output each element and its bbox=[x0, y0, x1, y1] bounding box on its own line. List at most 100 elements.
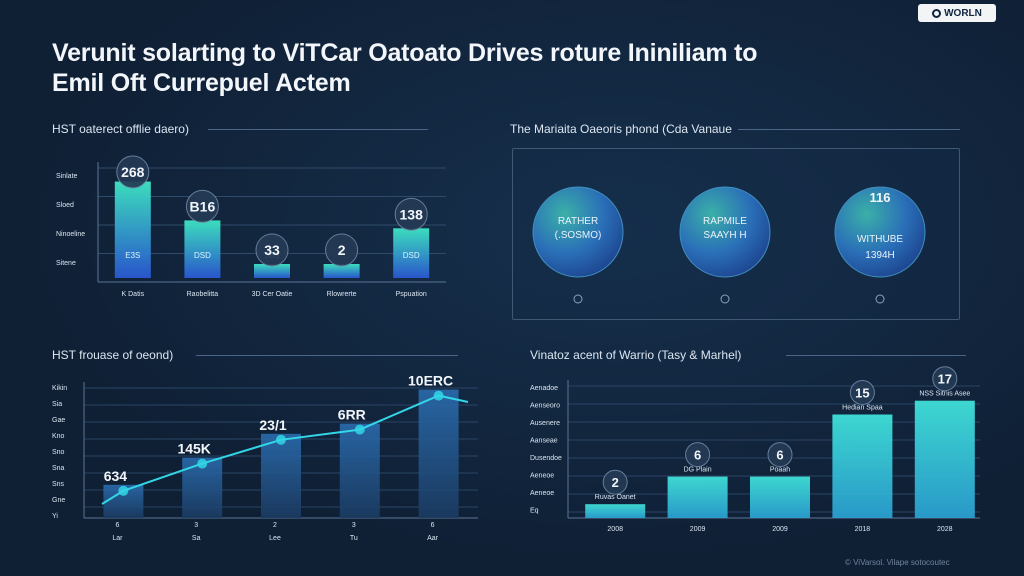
chart3-point bbox=[276, 434, 286, 445]
chart4-bar bbox=[585, 504, 646, 518]
chart2-slice-sublabel: SAAYH H bbox=[703, 230, 746, 241]
chart1-title: HST oaterect offlie daero) bbox=[52, 122, 189, 136]
chart1-x-tick-label: K Datis bbox=[122, 291, 145, 298]
chart4-y-tick-label: Aanseae bbox=[530, 438, 558, 445]
chart4-x-tick-label: 2008 bbox=[607, 526, 623, 533]
chart4-y-tick-label: Aenseoro bbox=[530, 403, 560, 410]
chart1-bar bbox=[254, 264, 290, 278]
chart4-title-rule bbox=[786, 355, 966, 356]
chart4-x-tick-label: 2028 bbox=[937, 526, 953, 533]
chart2-top-value: 116 bbox=[870, 190, 891, 205]
chart1-y-tick-label: Sinlate bbox=[56, 173, 78, 180]
chart3-y-tick-label: Sna bbox=[52, 465, 65, 472]
chart4-bar-label: DG Plain bbox=[684, 467, 712, 474]
chart3-point-label: 6RR bbox=[338, 407, 366, 423]
chart3-x-tick-label: Lee bbox=[269, 535, 281, 542]
chart4-x-tick-label: 2009 bbox=[690, 526, 706, 533]
chart3-point-label: 23/1 bbox=[259, 417, 286, 433]
chart4-value-label: 2 bbox=[612, 475, 619, 490]
chart1-y-tick-label: Sitene bbox=[56, 260, 76, 267]
chart3-y-tick-label: Kno bbox=[52, 433, 65, 440]
chart1-bar bbox=[393, 228, 430, 278]
chart4-y-tick-label: Dusendoe bbox=[530, 455, 562, 462]
page-title-line2: Emil Oft Currepuel Actem bbox=[52, 69, 351, 97]
chart1-x-tick-label: Pspuation bbox=[396, 291, 427, 298]
chart4-value-bubble bbox=[767, 442, 793, 468]
chart1-x-tick-label: Raobelitta bbox=[187, 291, 219, 298]
chart1-y-tick-label: Ninoeline bbox=[56, 231, 85, 238]
chart3-point bbox=[118, 485, 129, 496]
chart3-point-label: 10ERC bbox=[408, 373, 453, 389]
logo-icon bbox=[932, 8, 942, 18]
chart1-bar bbox=[323, 264, 360, 278]
footer-text: © ViVarsol. Vilape sotocoutec bbox=[845, 558, 950, 567]
chart4-bar-label: NSS Sitnis Asee bbox=[919, 391, 970, 398]
chart2-slice-label: RATHER bbox=[558, 216, 598, 227]
chart4-bar bbox=[914, 400, 975, 518]
logo-text: WORLN bbox=[944, 7, 982, 19]
chart3-x-tick-value: 6 bbox=[115, 522, 119, 529]
chart3-x-tick-label: Sa bbox=[192, 535, 201, 542]
chart1-value-label: 2 bbox=[338, 242, 346, 258]
chart1-y-tick-label: Sloed bbox=[56, 202, 74, 209]
chart1-value-bubble bbox=[255, 233, 289, 267]
chart4-value-label: 6 bbox=[694, 448, 701, 463]
chart3-column bbox=[339, 423, 380, 518]
chart4-value-label: 6 bbox=[776, 448, 783, 463]
chart4-y-tick-label: Aeneoe bbox=[530, 490, 554, 497]
brand-logo: WORLN bbox=[918, 4, 996, 22]
chart2-marker-icon bbox=[573, 294, 583, 304]
chart3-x-tick-value: 3 bbox=[194, 522, 198, 529]
chart3-y-tick-label: Sno bbox=[52, 449, 65, 456]
chart3-y-tick-label: Sns bbox=[52, 481, 65, 488]
chart3-x-tick-value: 2 bbox=[273, 522, 277, 529]
chart2-slice-label: WITHUBE bbox=[857, 234, 903, 245]
chart4-y-tick-label: Aenadoe bbox=[530, 385, 558, 392]
chart1-value-label: 138 bbox=[400, 206, 424, 222]
chart3-x-tick-value: 3 bbox=[352, 522, 356, 529]
chart3-title: HST frouase of oeond) bbox=[52, 348, 174, 362]
chart4-x-tick-label: 2018 bbox=[855, 526, 871, 533]
chart3-y-tick-label: Yi bbox=[52, 513, 58, 520]
chart2-circle bbox=[834, 186, 926, 278]
chart2-marker-icon bbox=[720, 294, 730, 304]
chart3-title-rule bbox=[196, 355, 458, 356]
chart2-circle bbox=[532, 186, 624, 278]
chart2-slice-sublabel: 1394H bbox=[865, 250, 894, 261]
chart4-value-bubble bbox=[685, 442, 711, 468]
chart3-point bbox=[433, 390, 444, 401]
chart1-value-label: 33 bbox=[264, 242, 280, 258]
chart4-value-label: 17 bbox=[938, 372, 952, 387]
chart4-y-tick-label: Eq bbox=[530, 508, 539, 515]
chart4-title: Vinatoz acent of Warrio (Tasy & Marhel) bbox=[530, 348, 742, 362]
chart1-value-bubble bbox=[185, 189, 219, 223]
chart2-circle bbox=[679, 186, 771, 278]
chart1-bar-inner-label: DSD bbox=[403, 251, 420, 260]
page-title: Verunit solarting to ViTCar Oatoato Driv… bbox=[52, 38, 812, 98]
chart2-title: The Mariaita Oaeoris phond (Cda Vanaue bbox=[510, 122, 732, 136]
chart1-value-bubble bbox=[394, 197, 428, 231]
chart4-value-bubble bbox=[849, 380, 875, 405]
chart3-point bbox=[197, 458, 208, 469]
chart3-point-label: 634 bbox=[104, 468, 128, 484]
chart3-x-tick-label: Aar bbox=[427, 535, 439, 542]
chart1-title-rule bbox=[208, 129, 428, 130]
chart1-bar bbox=[114, 181, 151, 278]
chart4-bar-label: Poaah bbox=[770, 467, 790, 474]
chart4-y-tick-label: Ausenere bbox=[530, 420, 560, 427]
chart2-marker-icon bbox=[875, 294, 885, 304]
chart3-y-tick-label: Gne bbox=[52, 497, 65, 504]
chart4-value-bubble bbox=[602, 469, 628, 495]
chart2-title-rule bbox=[738, 129, 960, 130]
chart2-slice-sublabel: (.SOSMO) bbox=[555, 230, 602, 241]
chart1-bar-inner-label: DSD bbox=[194, 251, 211, 260]
chart3-point bbox=[354, 424, 365, 435]
page-title-line1: Verunit solarting to ViTCar Oatoato Driv… bbox=[52, 39, 758, 67]
chart4-bar-label: Ruvas Oanet bbox=[595, 494, 636, 501]
chart4-value-bubble bbox=[932, 366, 958, 392]
chart3-column bbox=[418, 389, 459, 518]
chart4-bar bbox=[667, 476, 728, 518]
chart4-x-tick-label: 2009 bbox=[772, 526, 788, 533]
chart4-y-tick-label: Aeneoe bbox=[530, 473, 554, 480]
